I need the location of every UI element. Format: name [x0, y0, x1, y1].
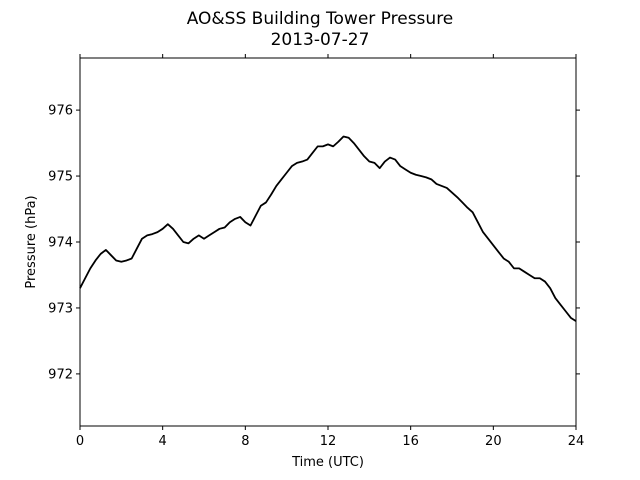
x-tick-label: 0 — [76, 434, 84, 449]
x-tick-label: 12 — [320, 434, 337, 449]
chart-title: AO&SS Building Tower Pressure — [187, 9, 454, 29]
x-tick-label: 20 — [485, 434, 502, 449]
y-axis-label: Pressure (hPa) — [24, 195, 39, 288]
y-tick-label: 972 — [48, 367, 73, 382]
x-tick-label: 24 — [568, 434, 585, 449]
data-line — [79, 135, 577, 322]
x-tick-label: 16 — [402, 434, 419, 449]
x-tick-label: 8 — [241, 434, 249, 449]
chart-subtitle: 2013-07-27 — [271, 30, 370, 50]
y-tick-label: 976 — [48, 104, 73, 119]
y-tick-label: 973 — [48, 301, 73, 316]
x-axis-label: Time (UTC) — [291, 455, 364, 470]
y-tick-label: 974 — [48, 236, 73, 251]
y-tick-label: 975 — [48, 170, 73, 185]
plot-frame — [79, 57, 577, 427]
x-tick-label: 4 — [159, 434, 167, 449]
